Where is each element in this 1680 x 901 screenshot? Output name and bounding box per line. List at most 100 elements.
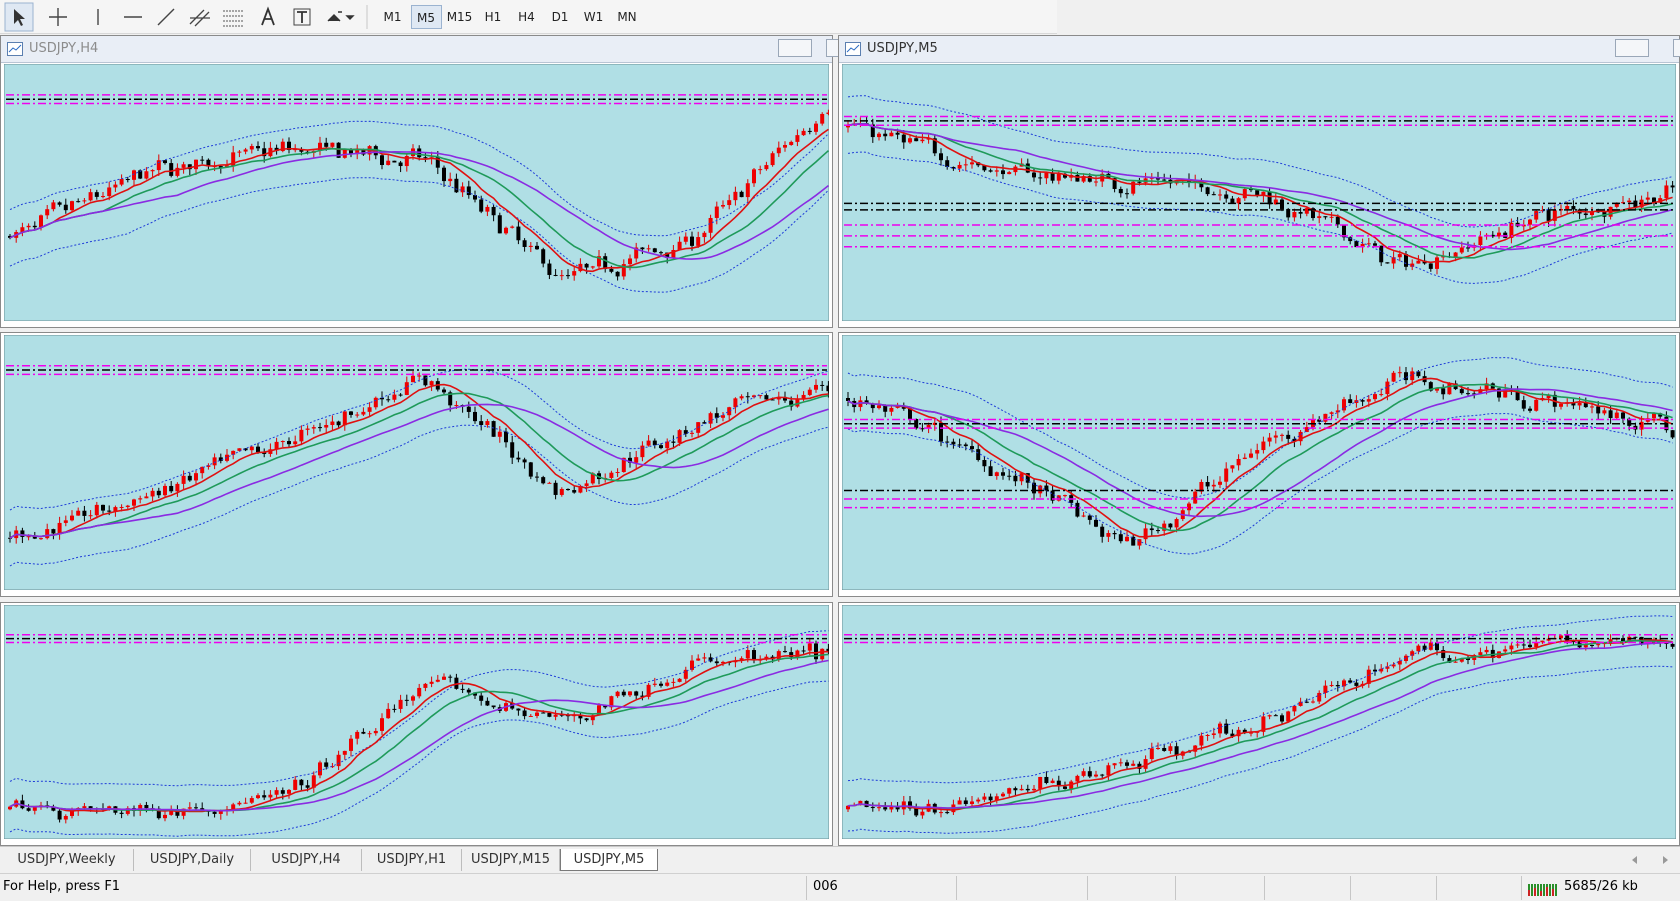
restore-button[interactable] [1673,39,1680,57]
candle-body [1174,746,1179,756]
candle-body [386,160,391,166]
minimize-button[interactable] [1615,39,1649,57]
timeframe-button[interactable]: W1 [583,10,604,24]
chart-tab[interactable]: USDJPY,H4 [251,849,362,871]
label-tool-icon[interactable] [293,8,311,26]
traffic-bars-red [1528,887,1554,896]
chart-tab[interactable]: USDJPY,M15 [462,849,560,871]
candle-body [1100,526,1105,537]
candle-body [1087,176,1092,182]
timeframe-button[interactable]: MN [617,10,637,24]
candle-body [727,407,732,416]
candle-body [826,648,829,652]
tab-scroll-arrows[interactable] [1632,856,1668,864]
candle-body [119,812,124,814]
candle-body [175,809,180,816]
channel-icon[interactable] [189,9,210,27]
chart-tab[interactable]: USDJPY,H1 [362,849,462,871]
candle-body [8,235,12,238]
candle-body [1044,172,1049,179]
candle-body [920,139,925,142]
candle-body [324,424,329,428]
candle-body [988,796,993,801]
bollinger-lower [847,151,1673,284]
tab-scroll[interactable] [1620,849,1680,871]
chart-tab[interactable]: USDJPY,Daily [134,849,251,871]
candle-body [125,505,130,507]
candle-body [1373,669,1377,672]
candle-body [671,441,676,443]
timeframe-button[interactable]: H4 [518,10,535,24]
candle-body [883,807,888,810]
bollinger-upper [847,615,1673,784]
candle-body [1199,482,1204,492]
candle-body [1323,685,1328,693]
candle-body [758,169,763,171]
candle-body [243,802,248,804]
candle-body [1156,747,1160,749]
shapes-icon[interactable] [327,11,355,22]
timeframe-button[interactable]: H1 [484,10,502,24]
candle-body [1112,763,1117,766]
candle-body [640,445,645,458]
candle-body [826,112,829,114]
candle-body [932,138,937,154]
text-tool-icon[interactable] [261,6,275,26]
fibo-icon[interactable] [223,10,243,27]
timeframe-button[interactable]: M5 [410,5,442,29]
candle-body [423,375,428,386]
candle-body [566,275,570,277]
candle-body [1459,247,1464,253]
candle-body [125,179,130,181]
candle-body [169,809,174,815]
candle-body [807,643,812,651]
candle-body [690,660,694,670]
chart-tab[interactable]: USDJPY,M5 [560,849,658,871]
candle-body [1292,705,1297,712]
candle-body [256,795,260,799]
candle-body [404,382,409,395]
timeframe-button[interactable]: D1 [551,10,569,24]
timeframe-button[interactable]: M1 [383,10,402,24]
candle-body [1379,668,1384,672]
candle-body [1044,776,1049,784]
candle-body [1652,413,1656,419]
candle-body [739,396,744,399]
crosshair-icon[interactable] [49,8,67,26]
candle-body [1255,190,1260,196]
candle-body [88,806,93,809]
candle-body [392,160,397,163]
candle-body [1670,643,1675,647]
candle-body [32,225,37,228]
candle-body [510,442,515,458]
candle-body [156,160,161,171]
candle-body [553,482,558,495]
candle-body [497,215,502,234]
candle-body [522,459,527,463]
candle-body [1205,187,1210,195]
status-help: For Help, press F1 [3,879,121,894]
window-icon-line [8,44,22,53]
minimize-button[interactable] [778,39,812,57]
candle-body [181,164,186,168]
candle-body [895,806,900,810]
trendline-icon[interactable] [157,8,175,26]
candle-body [621,264,626,277]
candle-body [727,200,732,206]
candle-body [237,151,242,153]
candle-body [101,196,105,198]
candle-body [1534,211,1539,220]
candle-body [752,169,756,184]
chart-tab[interactable]: USDJPY,Weekly [0,849,134,871]
candle-body [88,515,93,517]
candle-body [1056,495,1061,501]
candle-body [1013,788,1018,791]
ma-fast [9,128,829,273]
timeframe-button[interactable]: M15 [446,10,473,24]
candle-body [1236,198,1241,204]
candle-body [1025,473,1030,483]
candle-body [1441,388,1446,395]
candle-body [330,766,335,768]
status-separator [1521,876,1522,900]
